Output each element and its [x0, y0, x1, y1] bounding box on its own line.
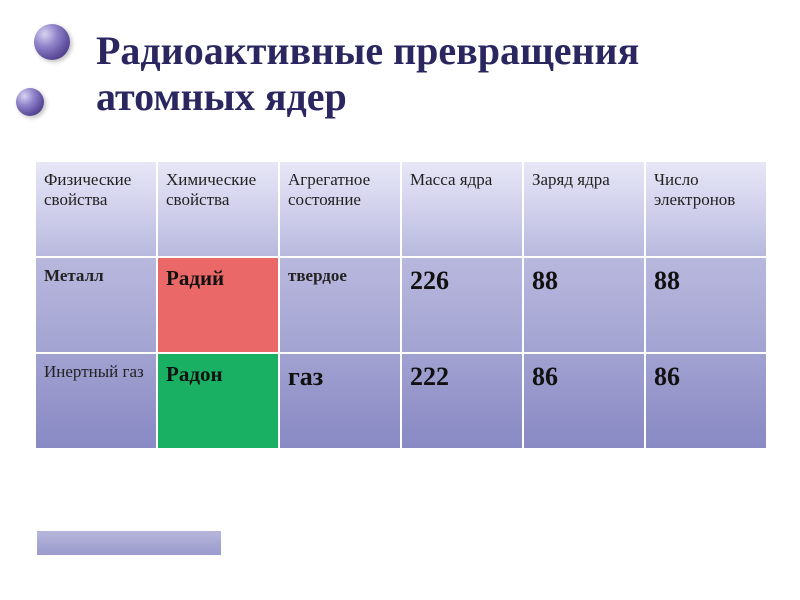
- cell-chemical-radium: Радий: [157, 257, 279, 353]
- slide: Радиоактивные превращения атомных ядер Ф…: [0, 0, 800, 600]
- bottom-placeholder-bar: [34, 528, 224, 558]
- col-state: Агрегатное состояние: [279, 161, 401, 257]
- col-charge: Заряд ядра: [523, 161, 645, 257]
- cell-state: газ: [279, 353, 401, 449]
- cell-physical: Металл: [35, 257, 157, 353]
- col-electrons: Число электронов: [645, 161, 767, 257]
- table-row: Инертный газ Радон газ 222 86 86: [35, 353, 767, 449]
- cell-physical: Инертный газ: [35, 353, 157, 449]
- table-header-row: Физические свойства Химические свойства …: [35, 161, 767, 257]
- cell-electrons: 88: [645, 257, 767, 353]
- slide-title: Радиоактивные превращения атомных ядер: [96, 28, 770, 120]
- bullet-decor-1: [34, 24, 70, 60]
- col-mass: Масса ядра: [401, 161, 523, 257]
- cell-mass: 226: [401, 257, 523, 353]
- cell-charge: 86: [523, 353, 645, 449]
- cell-electrons: 86: [645, 353, 767, 449]
- cell-state: твердое: [279, 257, 401, 353]
- cell-chemical-radon: Радон: [157, 353, 279, 449]
- table-row: Металл Радий твердое 226 88 88: [35, 257, 767, 353]
- cell-charge: 88: [523, 257, 645, 353]
- col-chemical: Химические свойства: [157, 161, 279, 257]
- col-physical: Физические свойства: [35, 161, 157, 257]
- bullet-decor-2: [16, 88, 44, 116]
- cell-mass: 222: [401, 353, 523, 449]
- properties-table: Физические свойства Химические свойства …: [34, 160, 766, 450]
